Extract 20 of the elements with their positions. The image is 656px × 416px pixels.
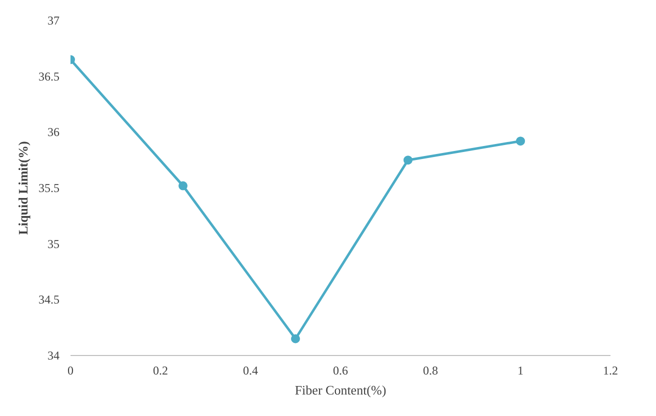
- y-axis-title: Liquid Limit(%): [16, 141, 30, 235]
- y-tick-label: 34: [48, 348, 60, 362]
- x-tick-label: 0: [68, 364, 74, 378]
- x-tick-label: 0.8: [423, 364, 438, 378]
- y-tick-label: 36.5: [38, 69, 60, 84]
- x-axis-title: Fiber Content(%): [294, 382, 386, 398]
- point: [404, 156, 412, 165]
- x-tick-label: 0.2: [153, 364, 168, 378]
- x-tick-label: 0.6: [333, 364, 348, 378]
- point: [516, 136, 525, 146]
- y-tick-label: 35: [48, 236, 60, 251]
- point: [291, 334, 300, 344]
- y-tick-label: 36: [48, 125, 60, 140]
- x-tick-label: 1.2: [603, 364, 618, 378]
- x-tick-label: 1: [518, 364, 524, 378]
- point: [178, 181, 188, 190]
- y-tick-label: 37: [48, 14, 60, 28]
- y-tick-label: 34.5: [38, 292, 60, 307]
- y-tick-label: 35.5: [38, 181, 60, 195]
- x-tick-label: 0.4: [243, 364, 258, 378]
